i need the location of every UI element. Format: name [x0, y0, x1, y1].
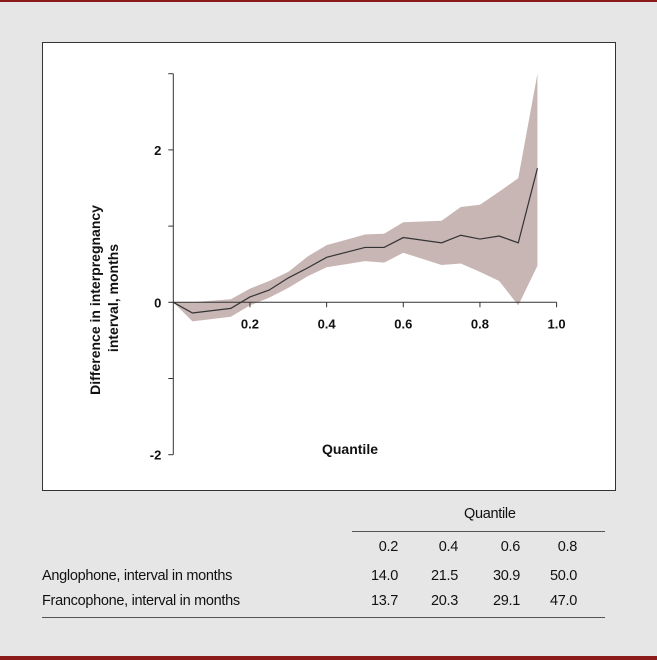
table-cell: 47.0 — [549, 593, 577, 609]
header-rule — [352, 531, 605, 532]
column-header: 0.8 — [557, 539, 578, 555]
x-tick-label: 0.8 — [471, 316, 489, 331]
y-tick-label: -2 — [150, 448, 162, 463]
column-header: 0.6 — [500, 539, 521, 555]
x-tick-label: 0.4 — [318, 316, 337, 331]
table-cell: 50.0 — [549, 568, 577, 584]
y-tick-label: 0 — [154, 295, 161, 310]
table-group-header: Quantile — [464, 506, 516, 522]
table-cell: 21.5 — [430, 568, 458, 584]
table-cell: 30.9 — [492, 568, 520, 584]
top-rule — [0, 0, 657, 2]
table-cell: 20.3 — [430, 593, 458, 609]
bottom-rule — [0, 656, 657, 660]
y-tick-label: 2 — [154, 143, 161, 158]
column-header: 0.4 — [438, 539, 459, 555]
x-tick-label: 1.0 — [548, 316, 566, 331]
x-tick-label: 0.6 — [394, 316, 412, 331]
x-axis-title: Quantile — [322, 441, 378, 457]
column-header: 0.2 — [378, 539, 399, 555]
x-tick-label: 0.2 — [241, 316, 259, 331]
row-label-francophone: Francophone, interval in months — [42, 593, 240, 609]
table-cell: 14.0 — [370, 568, 398, 584]
table-bottom-rule — [42, 617, 605, 618]
series-line — [173, 168, 539, 314]
y-axis-title-line2: interval, months — [105, 244, 121, 352]
table-cell: 29.1 — [492, 593, 520, 609]
y-axis-title: Difference in interpregnancy interval, m… — [87, 201, 121, 395]
confidence-band — [173, 73, 538, 322]
row-label-anglophone: Anglophone, interval in months — [42, 568, 233, 584]
chart: -2 0 2 0.2 0.4 0.6 0.8 1.0 Quantile Difference … — [87, 73, 566, 463]
y-axis-title-line1: Difference in interpregnancy — [87, 205, 103, 395]
table-cell: 13.7 — [370, 593, 398, 609]
